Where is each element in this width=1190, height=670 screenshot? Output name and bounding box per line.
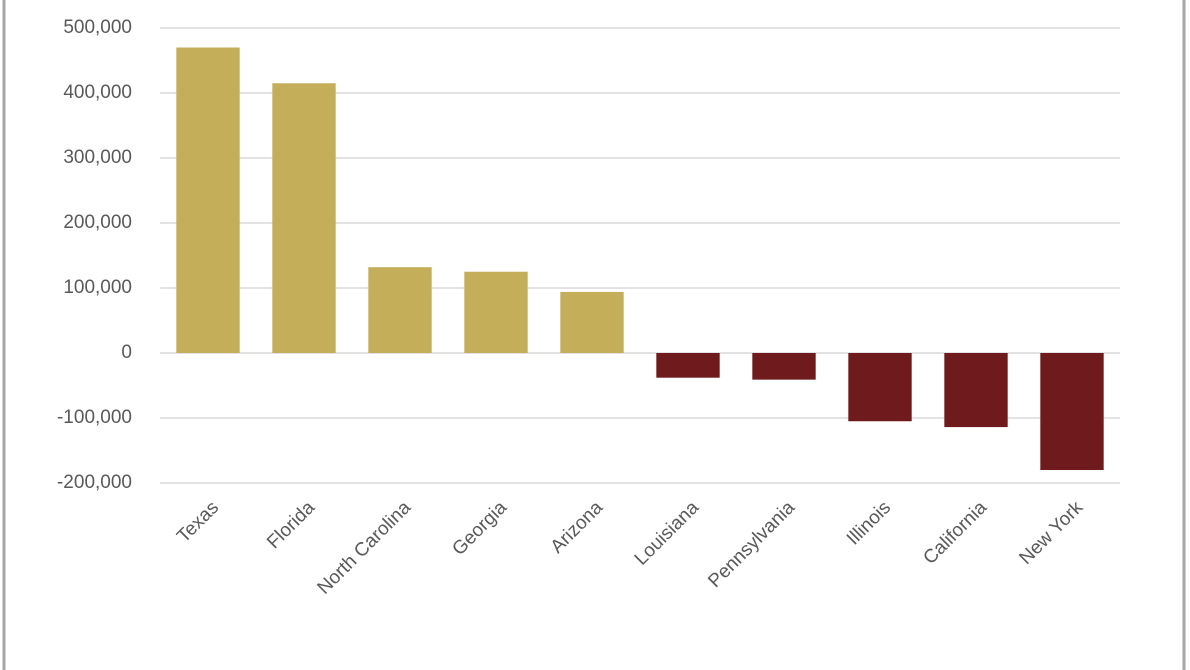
y-tick-label: 100,000 (63, 277, 132, 298)
bar (272, 83, 336, 353)
x-tick-label: Arizona (547, 497, 608, 558)
x-tick-label: Louisiana (631, 497, 704, 570)
bar (560, 291, 624, 353)
x-tick-label: Georgia (448, 497, 511, 560)
x-tick-label: California (919, 497, 991, 569)
bar (176, 47, 240, 353)
x-tick-label: Texas (173, 497, 223, 547)
y-tick-label: 0 (121, 342, 132, 363)
x-tick-label: New York (1015, 497, 1087, 569)
bar (1040, 353, 1104, 470)
y-tick-label: 300,000 (63, 147, 132, 168)
y-tick-label: 400,000 (63, 82, 132, 103)
bar (752, 353, 816, 380)
x-tick-label: Illinois (843, 497, 895, 549)
y-tick-label: -200,000 (57, 472, 132, 493)
y-tick-label: 200,000 (63, 212, 132, 233)
x-tick-label: North Carolina (314, 497, 416, 599)
bar (368, 267, 432, 353)
y-tick-label: 500,000 (63, 17, 132, 38)
bar (656, 353, 720, 378)
bar (464, 271, 528, 353)
bar (848, 353, 912, 422)
bar (944, 353, 1008, 428)
x-tick-label: Pennsylvania (704, 497, 799, 592)
x-tick-label: Florida (263, 497, 319, 553)
y-tick-label: -100,000 (57, 407, 132, 428)
